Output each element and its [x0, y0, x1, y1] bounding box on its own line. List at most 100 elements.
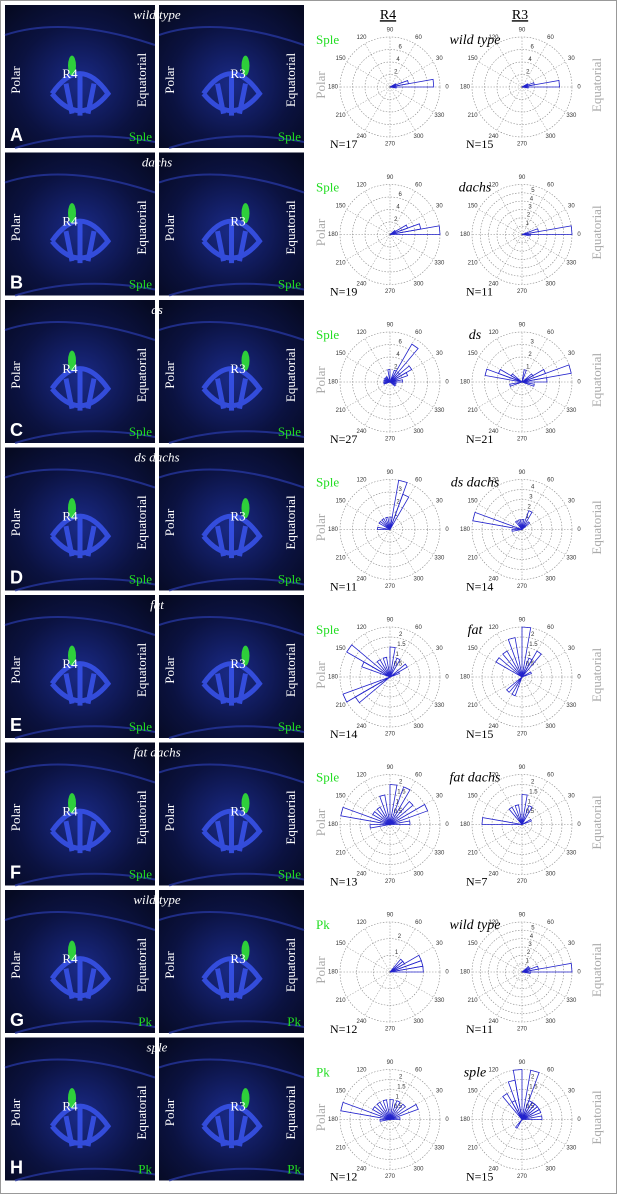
angle-tick-label: 180 [328, 527, 339, 533]
marker-label: Pk [138, 1161, 152, 1176]
genotype-label: ds [151, 302, 163, 317]
rhabdomere [49, 661, 112, 706]
signal [68, 498, 76, 519]
angle-tick-label: 180 [460, 85, 471, 91]
n-label: N=13 [330, 874, 357, 888]
angle-tick-label: 120 [356, 330, 367, 336]
angle-tick-label: 180 [328, 380, 339, 386]
rose-petal [521, 1108, 542, 1120]
outer-ring [339, 331, 441, 433]
angle-tick-label: 60 [547, 330, 554, 336]
spoke [346, 799, 391, 825]
polar-label: Polar [8, 508, 23, 536]
signal [241, 350, 250, 371]
polar-label: Polar [8, 1098, 23, 1126]
signal [68, 793, 76, 814]
spoke [521, 676, 548, 721]
angle-tick-label: 330 [434, 113, 445, 119]
rose-petal [509, 381, 523, 387]
angle-tick-label: 210 [468, 556, 479, 562]
r-tick-label: 3 [399, 487, 403, 493]
angle-tick-label: 330 [566, 998, 577, 1004]
rose-petal [376, 659, 391, 678]
cell-outline [4, 616, 156, 739]
divider [155, 300, 159, 443]
angle-tick-label: 240 [356, 871, 367, 877]
angle-tick-label: 30 [568, 646, 575, 652]
r-tick-label: 1 [526, 514, 530, 520]
divider [155, 5, 159, 148]
rose-petal [472, 511, 523, 530]
equatorial-label: Equatorial [134, 200, 149, 255]
n-label: N=19 [330, 284, 357, 298]
spoke [346, 824, 391, 850]
rose-petal [521, 805, 533, 825]
spoke [478, 86, 523, 113]
spoke [364, 338, 391, 383]
rose-petal [502, 650, 523, 678]
spoke [478, 971, 523, 998]
angle-tick-label: 0 [445, 380, 449, 386]
angle-tick-label: 240 [488, 429, 499, 435]
signal [68, 203, 76, 224]
angle-tick-label: 0 [445, 822, 449, 828]
genotype-label: ds dachs [134, 449, 179, 464]
angle-tick-label: 270 [517, 879, 528, 885]
outer-ring [339, 626, 441, 728]
genotype-label: sple [147, 1039, 168, 1054]
rose-petal [389, 83, 397, 88]
spoke [478, 824, 523, 850]
cell-outline [4, 321, 156, 444]
angle-tick-label: 300 [545, 1166, 556, 1172]
signal [241, 498, 250, 519]
r-tick-label: 3 [528, 942, 532, 948]
spoke [521, 1119, 548, 1163]
rose-petal [384, 377, 391, 383]
marker-label: Sple [316, 474, 339, 489]
angle-tick-label: 90 [387, 323, 394, 329]
spoke [389, 43, 416, 88]
grid-ring [501, 509, 543, 550]
angle-tick-label: 210 [336, 851, 347, 857]
angle-tick-label: 120 [488, 330, 499, 336]
rose-petal [389, 479, 408, 530]
angle-tick-label: 60 [547, 920, 554, 926]
equatorial-label: Equatorial [134, 53, 149, 108]
spoke [389, 381, 416, 426]
rose-petal [521, 1069, 540, 1120]
rose-petal [521, 80, 560, 88]
rose-petal [369, 824, 391, 829]
r-tick-label: 1 [395, 652, 399, 658]
angle-tick-label: 240 [488, 1019, 499, 1025]
angle-tick-label: 330 [434, 851, 445, 857]
r-tick-label: 6 [399, 192, 403, 198]
r-tick-label: 2 [399, 780, 403, 786]
spoke [389, 191, 416, 235]
polar-label: Polar [162, 66, 177, 94]
n-label: N=15 [466, 137, 493, 151]
polar-label: Polar [313, 218, 328, 246]
r-tick-label: 0.5 [394, 809, 403, 815]
r-tick-label: 2 [527, 504, 531, 510]
angle-tick-label: 300 [545, 281, 556, 287]
rose-petal [521, 966, 530, 973]
n-label: N=12 [330, 1169, 357, 1183]
marker-label: Sple [316, 622, 339, 637]
rhabdomere [201, 1103, 263, 1149]
angle-tick-label: 120 [488, 478, 499, 484]
rhabdomere [49, 808, 112, 854]
rose-petal [379, 794, 391, 825]
spoke [496, 676, 523, 721]
rose-petal [495, 657, 523, 678]
marker-label: Sple [278, 866, 301, 881]
spoke [364, 781, 391, 825]
divider [155, 890, 159, 1033]
polar-label: Polar [162, 803, 177, 831]
angle-tick-label: 90 [519, 175, 526, 181]
rhabdomere [201, 218, 263, 264]
equatorial-label: Equatorial [283, 1085, 298, 1140]
spoke [521, 381, 566, 408]
rose-petal [379, 1119, 391, 1122]
angle-tick-label: 150 [336, 204, 347, 210]
